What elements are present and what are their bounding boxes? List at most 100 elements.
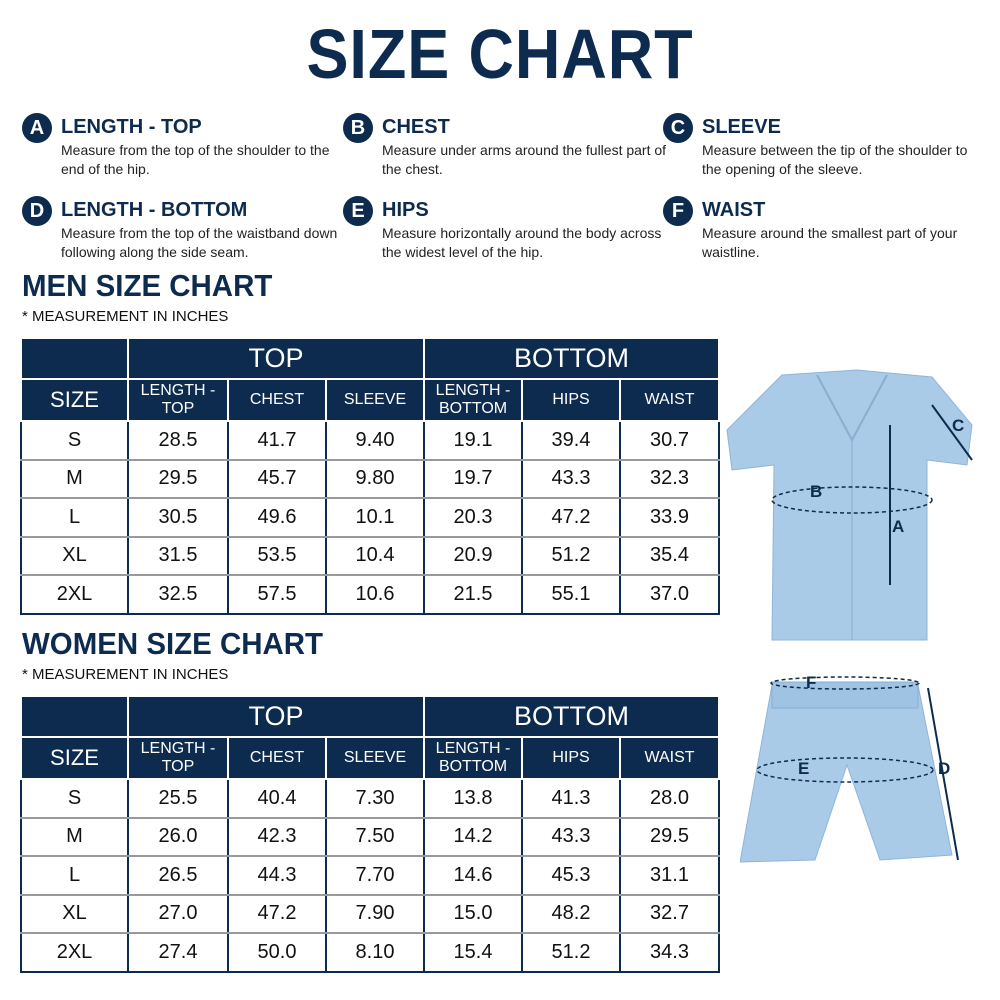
cell-sleeve: 10.4 bbox=[324, 535, 426, 576]
label-a: A bbox=[892, 517, 904, 536]
cell-length-top: 25.5 bbox=[127, 778, 229, 819]
header-waist: WAIST bbox=[619, 736, 721, 780]
cell-chest: 45.7 bbox=[227, 458, 327, 499]
men-size-table: TOP BOTTOM SIZE LENGTH - TOP CHEST SLEEVE LENG… bbox=[20, 337, 721, 615]
letter-badge-icon: D bbox=[22, 196, 52, 226]
cell-chest: 49.6 bbox=[227, 497, 327, 538]
group-header-row: TOP BOTTOM bbox=[20, 695, 721, 738]
top-group-header: TOP bbox=[126, 337, 426, 380]
table-row: XL 27.0 47.2 7.90 15.0 48.2 32.7 bbox=[20, 893, 721, 934]
cell-hips: 43.3 bbox=[521, 458, 622, 499]
blank-header-cell bbox=[20, 337, 129, 380]
table-row: 2XL 27.4 50.0 8.10 15.4 51.2 34.3 bbox=[20, 932, 721, 973]
cell-waist: 32.7 bbox=[619, 893, 721, 934]
page-title: SIZE CHART bbox=[306, 15, 694, 93]
legend-description: Measure between the tip of the shoulder … bbox=[702, 142, 968, 177]
cell-size: M bbox=[20, 816, 129, 857]
cell-chest: 41.7 bbox=[227, 420, 327, 461]
cell-length-top: 27.4 bbox=[127, 932, 229, 973]
cell-length-bottom: 20.9 bbox=[423, 535, 524, 576]
cell-chest: 47.2 bbox=[227, 893, 327, 934]
shorts-diagram: F E D bbox=[740, 673, 959, 863]
legend-title: SLEEVE bbox=[702, 116, 781, 138]
table-row: L 30.5 49.6 10.1 20.3 47.2 33.9 bbox=[20, 497, 721, 538]
table-row: M 29.5 45.7 9.80 19.7 43.3 32.3 bbox=[20, 458, 721, 499]
cell-hips: 51.2 bbox=[521, 932, 622, 973]
legend-title: CHEST bbox=[382, 116, 450, 138]
letter-badge-icon: F bbox=[663, 196, 693, 226]
label-f: F bbox=[806, 673, 816, 692]
cell-length-top: 30.5 bbox=[127, 497, 229, 538]
legend-title: WAIST bbox=[702, 199, 766, 221]
legend-title: HIPS bbox=[382, 199, 429, 221]
cell-hips: 45.3 bbox=[521, 855, 622, 896]
cell-waist: 37.0 bbox=[619, 574, 721, 615]
women-size-table: TOP BOTTOM SIZE LENGTH - TOP CHEST SLEEVE LENG… bbox=[20, 695, 721, 973]
group-header-row: TOP BOTTOM bbox=[20, 337, 721, 380]
legend-title: LENGTH - BOTTOM bbox=[61, 199, 248, 221]
table-row: L 26.5 44.3 7.70 14.6 45.3 31.1 bbox=[20, 855, 721, 896]
cell-length-bottom: 14.6 bbox=[423, 855, 524, 896]
header-sleeve: SLEEVE bbox=[324, 378, 426, 422]
cell-length-top: 26.5 bbox=[127, 855, 229, 896]
cell-sleeve: 10.6 bbox=[324, 574, 426, 615]
cell-waist: 30.7 bbox=[619, 420, 721, 461]
cell-size: XL bbox=[20, 893, 129, 934]
legend-title: LENGTH - TOP bbox=[61, 116, 202, 138]
cell-hips: 39.4 bbox=[521, 420, 622, 461]
legend-description: Measure around the smallest part of your… bbox=[702, 225, 958, 260]
cell-length-bottom: 13.8 bbox=[423, 778, 524, 819]
cell-length-top: 31.5 bbox=[127, 535, 229, 576]
legend-description: Measure horizontally around the body acr… bbox=[382, 225, 662, 260]
cell-size: S bbox=[20, 778, 129, 819]
cell-sleeve: 9.40 bbox=[324, 420, 426, 461]
header-hips: HIPS bbox=[521, 378, 622, 422]
bottom-group-header: BOTTOM bbox=[423, 337, 721, 380]
header-hips: HIPS bbox=[521, 736, 622, 780]
men-section-title: MEN SIZE CHART bbox=[22, 268, 273, 303]
letter-badge-icon: E bbox=[343, 196, 373, 226]
table-row: 2XL 32.5 57.5 10.6 21.5 55.1 37.0 bbox=[20, 574, 721, 615]
cell-chest: 42.3 bbox=[227, 816, 327, 857]
cell-chest: 40.4 bbox=[227, 778, 327, 819]
cell-length-bottom: 15.4 bbox=[423, 932, 524, 973]
cell-sleeve: 7.70 bbox=[324, 855, 426, 896]
cell-waist: 35.4 bbox=[619, 535, 721, 576]
cell-sleeve: 7.50 bbox=[324, 816, 426, 857]
legend-description: Measure under arms around the fullest pa… bbox=[382, 142, 667, 177]
table-row: S 28.5 41.7 9.40 19.1 39.4 30.7 bbox=[20, 420, 721, 461]
top-group-header: TOP bbox=[126, 695, 426, 738]
blank-header-cell bbox=[20, 695, 129, 738]
men-measurement-note: * MEASUREMENT IN INCHES bbox=[22, 308, 229, 325]
bottom-group-header: BOTTOM bbox=[423, 695, 721, 738]
cell-length-top: 28.5 bbox=[127, 420, 229, 461]
cell-hips: 55.1 bbox=[521, 574, 622, 615]
header-length-bottom: LENGTH - BOTTOM bbox=[423, 378, 524, 422]
cell-hips: 47.2 bbox=[521, 497, 622, 538]
table-row: M 26.0 42.3 7.50 14.2 43.3 29.5 bbox=[20, 816, 721, 857]
cell-length-bottom: 20.3 bbox=[423, 497, 524, 538]
cell-chest: 50.0 bbox=[227, 932, 327, 973]
header-length-bottom: LENGTH - BOTTOM bbox=[423, 736, 524, 780]
cell-size: L bbox=[20, 855, 129, 896]
cell-sleeve: 7.90 bbox=[324, 893, 426, 934]
cell-sleeve: 8.10 bbox=[324, 932, 426, 973]
column-header-row: SIZE LENGTH - TOP CHEST SLEEVE LENGTH - BOTT… bbox=[20, 736, 721, 780]
cell-size: 2XL bbox=[20, 574, 129, 615]
cell-sleeve: 7.30 bbox=[324, 778, 426, 819]
women-section-title: WOMEN SIZE CHART bbox=[22, 626, 324, 661]
cell-waist: 28.0 bbox=[619, 778, 721, 819]
letter-badge-icon: B bbox=[343, 113, 373, 143]
cell-waist: 32.3 bbox=[619, 458, 721, 499]
cell-size: XL bbox=[20, 535, 129, 576]
header-length-top: LENGTH - TOP bbox=[127, 378, 229, 422]
header-chest: CHEST bbox=[227, 736, 327, 780]
cell-hips: 48.2 bbox=[521, 893, 622, 934]
cell-size: 2XL bbox=[20, 932, 129, 973]
header-length-top: LENGTH - TOP bbox=[127, 736, 229, 780]
label-b: B bbox=[810, 482, 822, 501]
cell-length-bottom: 14.2 bbox=[423, 816, 524, 857]
header-waist: WAIST bbox=[619, 378, 721, 422]
cell-length-bottom: 15.0 bbox=[423, 893, 524, 934]
letter-badge-icon: A bbox=[22, 113, 52, 143]
